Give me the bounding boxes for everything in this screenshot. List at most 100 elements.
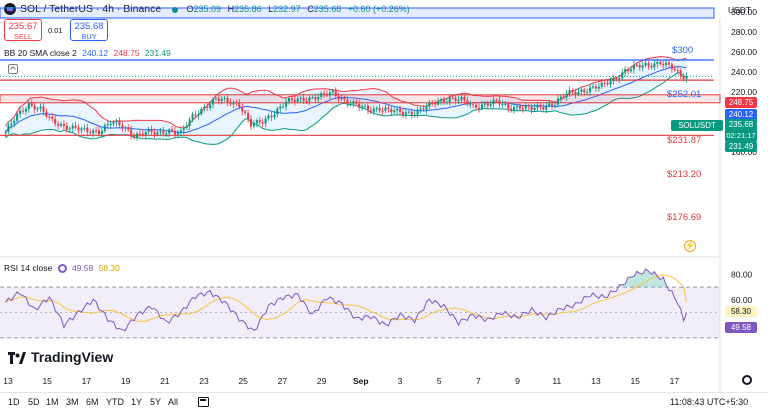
candle-body: [562, 96, 565, 98]
candle-body: [510, 108, 513, 111]
candle-body: [477, 107, 481, 109]
candle-body: [378, 107, 381, 111]
candle-body: [399, 108, 402, 113]
candle-body: [182, 128, 185, 131]
candle-body: [264, 118, 267, 124]
tf-5y[interactable]: 5Y: [150, 397, 162, 407]
candle-body: [83, 127, 86, 129]
tf-1y[interactable]: 1Y: [131, 397, 143, 407]
candle-body: [580, 89, 583, 92]
sell-label: SELL: [13, 32, 33, 41]
candle-body: [185, 125, 188, 129]
candle-body: [124, 127, 127, 129]
tf-1m[interactable]: 1M: [46, 397, 59, 407]
candle-body: [384, 107, 387, 111]
candle-body: [407, 111, 410, 113]
candle-body: [252, 123, 255, 127]
candle-body: [571, 90, 574, 92]
candle-body: [36, 108, 39, 110]
candle-body: [542, 107, 545, 110]
candle-body: [334, 90, 337, 96]
time-tick-label: 25: [238, 376, 248, 386]
candle-body: [457, 99, 460, 101]
candle-body: [311, 97, 314, 99]
candle-body: [62, 124, 65, 126]
candle-body: [366, 105, 369, 111]
candle-body: [229, 102, 232, 105]
tf-all[interactable]: All: [168, 397, 179, 407]
candle-body: [591, 86, 595, 88]
rsi-settings-icon[interactable]: [57, 264, 67, 274]
candle-body: [685, 76, 688, 79]
symbol-title[interactable]: SOL / TetherUS · 4h · Binance: [4, 3, 161, 15]
candle-body: [442, 99, 445, 103]
candle-body: [396, 108, 399, 111]
candle-body: [451, 97, 454, 99]
candle-body: [223, 98, 226, 100]
candle-body: [276, 108, 279, 115]
candle-body: [381, 110, 384, 112]
candle-body: [372, 108, 375, 112]
tf-3m[interactable]: 3M: [66, 397, 79, 407]
candle-body: [112, 122, 115, 124]
candle-body: [86, 127, 89, 133]
candle-body: [609, 81, 612, 85]
candle-body: [445, 101, 448, 103]
candle-body: [308, 97, 311, 102]
tf-6m[interactable]: 6M: [86, 397, 99, 407]
candle-body: [568, 90, 571, 94]
candle-body: [95, 130, 98, 132]
date-range-icon[interactable]: [198, 397, 209, 407]
bb-legend[interactable]: BB 20 SMA close 2 240.12 248.75 231.49: [4, 48, 171, 58]
candle-body: [340, 97, 343, 100]
candle-body: [302, 97, 305, 101]
candle-body: [597, 86, 600, 89]
price-pane: 160.00180.00200.00220.00240.00260.00280.…: [0, 7, 757, 392]
price-tick-label: 300.00: [731, 7, 757, 17]
candle-body: [45, 111, 48, 117]
level-zone-213: [0, 94, 721, 104]
candle-body: [358, 103, 361, 108]
candle-body: [80, 128, 83, 131]
sell-button[interactable]: 235.67 SELL: [4, 19, 42, 41]
time-tick-label: 17: [670, 376, 680, 386]
candle-body: [293, 100, 296, 102]
chart-header: SOL / TetherUS · 4h · Binance O235.09 H2…: [0, 0, 768, 18]
time-tick-label: 13: [3, 376, 13, 386]
tradingview-watermark: TradingView: [8, 349, 113, 365]
bb-upper-tag: 248.75: [725, 97, 757, 108]
rsi-tick-label: 60.00: [731, 295, 753, 305]
level-label-213: $213.20: [667, 169, 702, 180]
candle-body: [138, 133, 141, 135]
tf-5d[interactable]: 5D: [28, 397, 40, 407]
candle-body: [287, 98, 291, 102]
candle-body: [589, 87, 592, 93]
candle-body: [618, 78, 621, 80]
chart-settings-icon[interactable]: [742, 375, 752, 385]
candle-body: [171, 129, 174, 131]
candle-body: [629, 69, 633, 72]
collapse-legend-icon[interactable]: [8, 64, 18, 74]
tf-ytd[interactable]: YTD: [106, 397, 124, 407]
ohlc-readout: O235.09 H235.86 L232.97 C235.68 +0.60 (+…: [172, 4, 414, 14]
candle-body: [21, 110, 25, 112]
alert-icon[interactable]: ⚡: [684, 240, 696, 252]
candle-body: [296, 98, 299, 102]
candle-body: [559, 96, 562, 99]
rsi-line: [5, 268, 687, 332]
clock[interactable]: 11:08:43 UTC+5:30: [670, 397, 749, 407]
candle-body: [179, 130, 182, 133]
level-label-176: $176.69: [667, 212, 702, 223]
tf-1d[interactable]: 1D: [8, 397, 20, 407]
candle-body: [103, 125, 106, 131]
candle-body: [615, 78, 618, 80]
rsi-legend[interactable]: RSI 14 close 49.58 58.30: [4, 263, 120, 274]
currency-label[interactable]: USDT: [728, 5, 752, 15]
bar-countdown: 02:21:17: [725, 130, 757, 141]
candle-body: [162, 130, 165, 134]
candle-body: [489, 104, 492, 106]
buy-button[interactable]: 235.68 BUY: [70, 19, 108, 41]
time-tick-label: Sep: [353, 376, 369, 386]
candle-body: [551, 103, 554, 106]
